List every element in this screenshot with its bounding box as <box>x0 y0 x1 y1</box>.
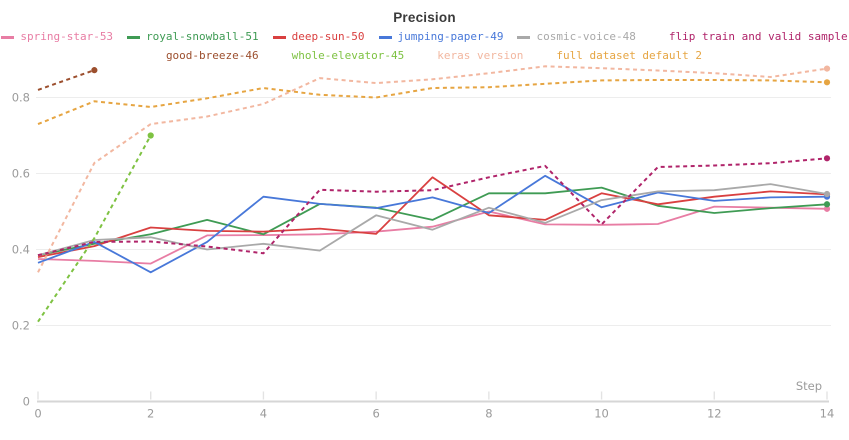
series-line-whole-elevator-45 <box>37 135 152 323</box>
legend-label: jumping-paper-49 <box>397 30 504 43</box>
y-tick-label: 0 <box>23 395 30 409</box>
legend-item-royal-snowball-51[interactable]: royal-snowball-51 <box>127 29 259 45</box>
series-line-good-breeze-46 <box>37 69 95 91</box>
legend-label: deep-sun-50 <box>291 30 365 43</box>
x-tick-label: 2 <box>147 407 154 421</box>
series-end-marker-good-breeze-46 <box>91 67 98 74</box>
x-tick-label: 4 <box>260 407 267 421</box>
legend-item-good-breeze-46[interactable]: good-breeze-46 <box>147 48 259 64</box>
x-tick-label: 0 <box>34 407 41 421</box>
chart-title: Precision <box>393 10 456 25</box>
legend-item-full-dataset-default-2[interactable]: full dataset default 2 <box>537 48 702 64</box>
x-axis-title: Step <box>796 379 822 393</box>
legend-item-keras-version[interactable]: keras version <box>418 48 523 64</box>
legend-item-deep-sun-50[interactable]: deep-sun-50 <box>272 29 365 45</box>
x-tick-label: 10 <box>594 407 609 421</box>
legend-label: flip train and valid sample <box>668 30 848 43</box>
legend-label: full dataset default 2 <box>556 49 703 62</box>
legend-label: good-breeze-46 <box>165 49 259 62</box>
series-end-marker-spring-star-53 <box>823 205 831 212</box>
series-line-cosmic-voice-48 <box>37 183 828 257</box>
legend-item-flip-train-and-valid-sample[interactable]: flip train and valid sample <box>650 29 848 45</box>
series-line-full-dataset-default-2 <box>37 79 828 126</box>
y-tick-label: 0.4 <box>12 243 30 257</box>
series-line-keras-version <box>37 65 828 273</box>
series-end-marker-keras-version <box>823 65 831 72</box>
series-end-marker-royal-snowball-51 <box>823 201 831 208</box>
series-line-spring-star-53 <box>37 205 828 265</box>
legend-label: royal-snowball-51 <box>146 30 259 43</box>
legend-item-whole-elevator-45[interactable]: whole-elevator-45 <box>273 48 405 64</box>
legend-label: keras version <box>437 49 524 62</box>
series-end-marker-full-dataset-default-2 <box>823 79 831 86</box>
x-tick-label: 14 <box>820 407 835 421</box>
solid-line-swatch-icon <box>378 35 392 39</box>
legend-row: good-breeze-46 whole-elevator-45 keras ver… <box>147 48 702 64</box>
x-tick-label: 6 <box>372 407 379 421</box>
series-end-marker-cosmic-voice-48 <box>823 190 831 198</box>
legend-label: whole-elevator-45 <box>291 49 405 62</box>
series-line-jumping-paper-49 <box>37 174 828 274</box>
legend-item-cosmic-voice-48[interactable]: cosmic-voice-48 <box>517 29 636 45</box>
solid-line-swatch-icon <box>1 35 15 39</box>
legend-item-spring-star-53[interactable]: spring-star-53 <box>1 29 113 45</box>
series-end-marker-flip-train-and-valid-sample <box>823 155 831 162</box>
y-tick-label: 0.8 <box>12 91 30 105</box>
x-tick-label: 8 <box>485 407 492 421</box>
solid-line-swatch-icon <box>127 35 141 39</box>
x-tick-label: 12 <box>707 407 722 421</box>
y-tick-label: 0.2 <box>12 319 30 333</box>
series-end-marker-whole-elevator-45 <box>147 132 154 139</box>
legend-row: spring-star-53 royal-snowball-51 deep-sun-… <box>1 29 848 45</box>
y-tick-label: 0.6 <box>12 167 30 181</box>
chart-legend: spring-star-53 royal-snowball-51 deep-sun-… <box>0 29 849 64</box>
series-line-deep-sun-50 <box>37 176 828 258</box>
solid-line-swatch-icon <box>272 35 286 39</box>
legend-item-jumping-paper-49[interactable]: jumping-paper-49 <box>378 29 504 45</box>
legend-label: spring-star-53 <box>20 30 114 43</box>
solid-line-swatch-icon <box>517 35 531 39</box>
series-line-flip-train-and-valid-sample <box>37 157 828 257</box>
legend-label: cosmic-voice-48 <box>536 30 636 43</box>
